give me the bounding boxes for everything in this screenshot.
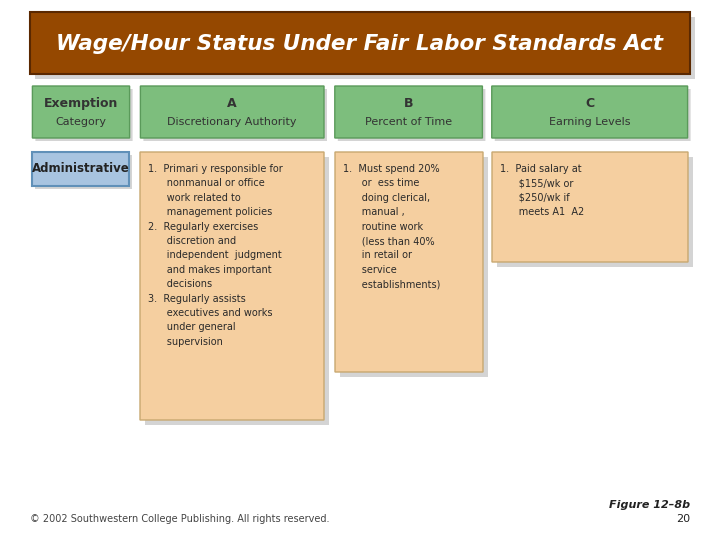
FancyBboxPatch shape: [143, 89, 327, 141]
Text: B: B: [404, 97, 413, 110]
FancyBboxPatch shape: [492, 86, 688, 138]
FancyBboxPatch shape: [35, 89, 132, 141]
FancyBboxPatch shape: [32, 152, 129, 186]
Text: A: A: [228, 97, 237, 110]
Text: 1.  Primari y responsible for
      nonmanual or office
      work related to
  : 1. Primari y responsible for nonmanual o…: [148, 164, 283, 347]
FancyBboxPatch shape: [338, 89, 485, 141]
Text: 20: 20: [676, 514, 690, 524]
FancyBboxPatch shape: [35, 17, 695, 79]
FancyBboxPatch shape: [30, 12, 690, 74]
FancyBboxPatch shape: [335, 152, 483, 372]
FancyBboxPatch shape: [35, 155, 132, 189]
FancyBboxPatch shape: [340, 157, 488, 377]
FancyBboxPatch shape: [32, 86, 130, 138]
Text: Percent of Time: Percent of Time: [365, 117, 452, 127]
Text: Exemption: Exemption: [44, 97, 118, 110]
Text: © 2002 Southwestern College Publishing. All rights reserved.: © 2002 Southwestern College Publishing. …: [30, 514, 330, 524]
Text: 1.  Must spend 20%
      or  ess time
      doing clerical,
      manual ,
     : 1. Must spend 20% or ess time doing cler…: [343, 164, 441, 289]
FancyBboxPatch shape: [495, 89, 690, 141]
FancyBboxPatch shape: [492, 152, 688, 262]
FancyBboxPatch shape: [145, 157, 329, 425]
FancyBboxPatch shape: [497, 157, 693, 267]
Text: 1.  Paid salary at
      $155/wk or
      $250/wk if
      meets A1  A2: 1. Paid salary at $155/wk or $250/wk if …: [500, 164, 584, 217]
FancyBboxPatch shape: [140, 86, 324, 138]
Text: Wage/Hour Status Under Fair Labor Standards Act: Wage/Hour Status Under Fair Labor Standa…: [56, 34, 664, 54]
Text: Earning Levels: Earning Levels: [549, 117, 631, 127]
FancyBboxPatch shape: [140, 152, 324, 420]
Text: Discretionary Authority: Discretionary Authority: [168, 117, 297, 127]
Text: Administrative: Administrative: [32, 163, 130, 176]
Text: Figure 12–8b: Figure 12–8b: [609, 500, 690, 510]
Text: C: C: [585, 97, 594, 110]
Text: Category: Category: [55, 117, 107, 127]
FancyBboxPatch shape: [335, 86, 482, 138]
